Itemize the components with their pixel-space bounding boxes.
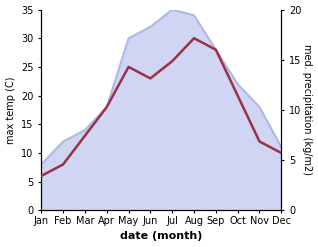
X-axis label: date (month): date (month) [120,231,203,242]
Y-axis label: med. precipitation (kg/m2): med. precipitation (kg/m2) [302,44,313,175]
Y-axis label: max temp (C): max temp (C) [5,76,16,144]
